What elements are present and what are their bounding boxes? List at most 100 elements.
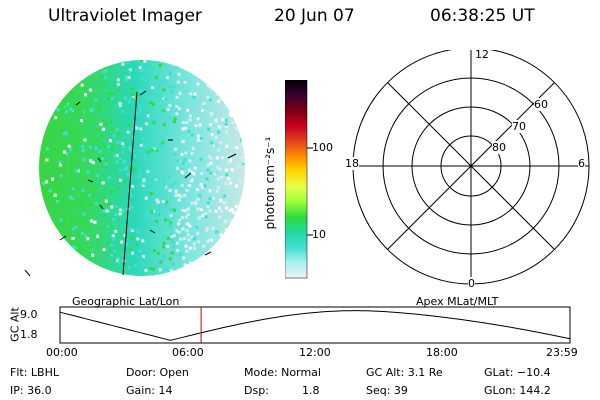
speckle-dot: [232, 223, 236, 227]
speckle-dot: [229, 158, 232, 162]
speckle-dot: [247, 75, 250, 78]
speckle-dot: [184, 264, 188, 268]
speckle-dot: [91, 168, 95, 172]
speckle-dot: [172, 234, 176, 237]
speckle-dot: [194, 124, 198, 128]
speckle-dot: [208, 197, 212, 201]
speckle-dot: [61, 86, 65, 90]
speckle-dot: [124, 78, 128, 82]
speckle-dot: [166, 272, 170, 276]
speckle-dot: [238, 250, 242, 253]
speckle-dot: [170, 251, 174, 255]
speckle-dot: [131, 184, 134, 188]
speckle-dot: [216, 65, 220, 69]
speckle-dot: [134, 124, 138, 128]
speckle-dot: [191, 147, 195, 151]
speckle-dot: [39, 194, 42, 198]
speckle-dot: [146, 278, 149, 281]
speckle-dot: [201, 109, 204, 113]
speckle-dot: [206, 227, 209, 231]
speckle-dot: [168, 103, 172, 107]
speckle-dot: [174, 147, 178, 151]
speckle-dot: [202, 71, 206, 75]
speckle-dot: [162, 176, 166, 180]
speckle-dot: [115, 205, 119, 209]
status-mode: Mode: Normal: [244, 366, 321, 379]
speckle-dot: [212, 78, 215, 82]
speckle-dot: [200, 186, 204, 189]
speckle-dot: [54, 116, 58, 120]
speckle-dot: [158, 89, 162, 93]
speckle-dot: [222, 83, 226, 87]
colorbar: [285, 80, 313, 279]
speckle-dot: [223, 255, 227, 259]
speckle-dot: [204, 215, 208, 219]
speckle-dot: [184, 244, 188, 248]
speckle-dot: [74, 149, 78, 153]
speckle-dot: [196, 207, 200, 211]
speckle-dot: [193, 62, 197, 66]
coastline-marks: [24, 90, 237, 277]
speckle-dot: [186, 233, 190, 237]
speckle-dot: [235, 184, 238, 188]
speckle-dot: [236, 213, 240, 217]
speckle-dot: [219, 259, 223, 263]
speckle-dot: [247, 211, 250, 214]
speckle-dot: [102, 144, 106, 148]
speckle-dot: [112, 134, 116, 138]
speckle-dot: [76, 169, 80, 173]
speckle-dot: [242, 137, 245, 141]
speckle-dot: [70, 181, 74, 185]
speckle-dot: [183, 80, 187, 84]
speckle-dot: [59, 218, 63, 222]
speckle-dot: [158, 268, 162, 272]
speckle-dot: [199, 74, 203, 78]
speckle-dot: [220, 263, 224, 267]
speckle-dot: [175, 241, 179, 245]
speckle-dot: [194, 69, 197, 73]
speckle-dot: [228, 112, 232, 116]
speckle-dot: [235, 211, 238, 215]
speckle-dot: [39, 119, 42, 123]
time-tick-0000: 00:00: [46, 346, 78, 359]
speckle-dot: [58, 266, 62, 270]
speckle-dot: [82, 212, 86, 216]
speckle-dot: [39, 243, 42, 247]
speckle-dot: [39, 145, 42, 149]
speckle-dot: [54, 279, 57, 282]
speckle-dot: [218, 206, 221, 210]
speckle-dot: [220, 175, 224, 179]
speckle-dot: [240, 142, 244, 146]
time-tick-0600: 06:00: [172, 346, 204, 359]
speckle-dot: [190, 171, 194, 174]
speckle-dot: [56, 71, 60, 74]
speckle-dot: [63, 107, 67, 111]
speckle-dot: [201, 214, 205, 217]
speckle-dot: [237, 126, 241, 130]
speckle-dot: [110, 97, 114, 101]
speckle-dot: [67, 226, 71, 230]
speckle-dot: [156, 208, 160, 212]
speckle-dot: [82, 72, 86, 76]
terminator-line: [122, 91, 138, 276]
speckle-dot: [186, 275, 190, 276]
speckle-dot: [70, 168, 74, 172]
speckle-dot: [138, 170, 142, 174]
apex-label: Apex MLat/MLT: [416, 295, 499, 308]
speckle-dot: [107, 144, 111, 148]
speckle-dot: [69, 195, 72, 199]
speckle-dot: [102, 70, 106, 74]
speckle-dot: [98, 156, 102, 159]
speckle-dot: [172, 245, 176, 249]
speckle-dot: [232, 230, 236, 234]
speckle-dot: [158, 82, 162, 86]
speckle-dot: [87, 259, 90, 263]
speckle-dot: [45, 158, 49, 162]
speckle-dot: [49, 121, 53, 125]
speckle-dot: [188, 224, 192, 228]
speckle-dot: [60, 186, 64, 190]
speckle-dot: [215, 156, 219, 160]
speckle-dot: [126, 172, 130, 176]
speckle-dot: [186, 108, 190, 112]
time-tick-1200: 12:00: [299, 346, 331, 359]
